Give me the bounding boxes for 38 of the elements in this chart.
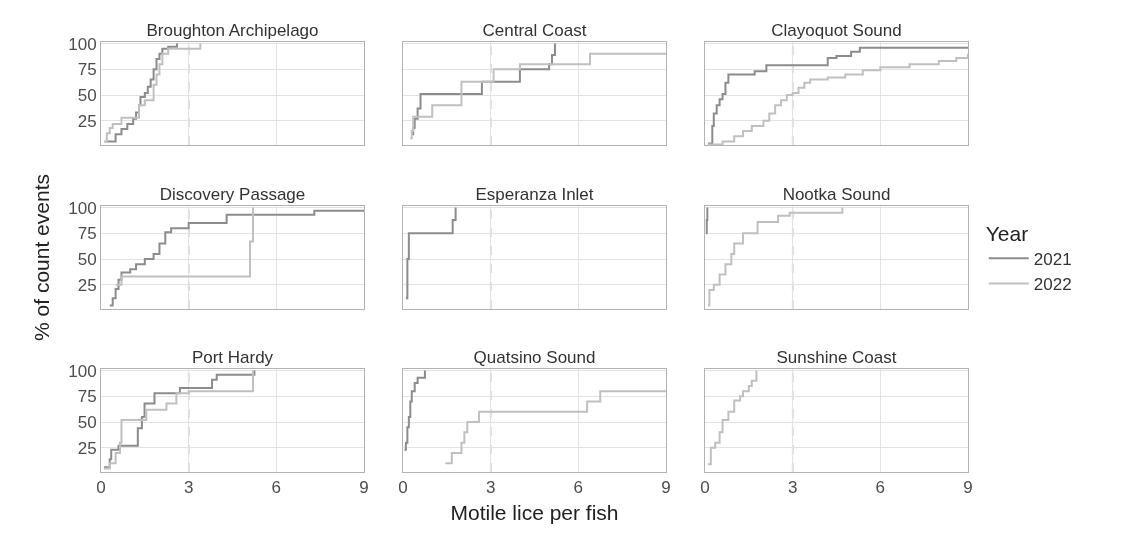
y-tick-label: 100 — [68, 198, 97, 218]
y-tick-label: 75 — [77, 387, 97, 407]
x-tick-label: 0 — [398, 478, 408, 498]
x-tick-label: 9 — [963, 478, 973, 498]
x-axis-title: Motile lice per fish — [450, 500, 619, 524]
y-tick-label: 75 — [77, 224, 97, 244]
x-tick-label: 3 — [183, 478, 194, 498]
chart-title: Esperanza Inlet — [475, 185, 594, 204]
x-tick-label: 3 — [485, 478, 496, 498]
chart-title: Quatsino Sound — [473, 348, 596, 367]
chart-title: Nootka Sound — [782, 185, 891, 204]
y-axis-title: % of count events — [30, 174, 54, 341]
chart-title: Port Hardy — [191, 348, 274, 367]
y-tick-label: 100 — [68, 34, 97, 54]
chart-title: Broughton Archipelago — [146, 21, 319, 40]
y-tick-label: 50 — [77, 86, 97, 105]
y-tick-label: 25 — [77, 275, 97, 295]
x-tick-label: 6 — [573, 478, 584, 498]
x-tick-label: 0 — [96, 478, 106, 498]
y-tick-label: 25 — [77, 438, 97, 458]
x-tick-label: 9 — [359, 478, 369, 498]
legend-label: 2021 — [1033, 249, 1072, 269]
legend-title: Year — [985, 221, 1029, 245]
legend-label: 2022 — [1033, 275, 1072, 295]
x-tick-label: 9 — [661, 478, 671, 498]
x-tick-label: 6 — [271, 478, 282, 498]
chart-title: Clayoquot Sound — [771, 21, 902, 40]
y-tick-label: 25 — [77, 111, 97, 131]
y-tick-label: 100 — [68, 361, 97, 381]
y-tick-label: 50 — [77, 250, 97, 269]
chart-title: Discovery Passage — [159, 185, 306, 204]
x-tick-label: 6 — [875, 478, 886, 498]
y-tick-label: 50 — [77, 413, 97, 432]
x-tick-label: 3 — [787, 478, 798, 498]
x-tick-label: 0 — [700, 478, 710, 498]
y-tick-label: 75 — [77, 60, 97, 80]
chart-title: Sunshine Coast — [776, 348, 897, 367]
chart-title: Central Coast — [482, 21, 587, 40]
